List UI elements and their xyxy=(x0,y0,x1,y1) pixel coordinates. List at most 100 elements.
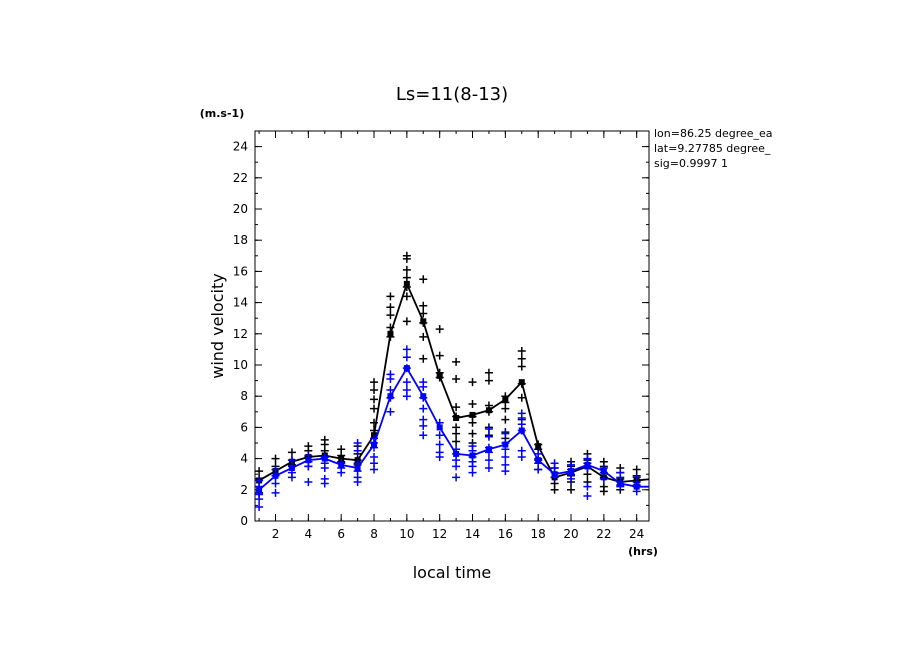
black-scatter-cross xyxy=(468,418,477,427)
blue-scatter-cross xyxy=(484,424,493,433)
black-scatter-cross xyxy=(370,385,379,394)
y-tick-label: 20 xyxy=(233,202,248,216)
black-scatter-cross xyxy=(402,292,411,301)
x-tick-label: 4 xyxy=(305,527,313,541)
black-mean-marker xyxy=(453,415,460,422)
blue-scatter-cross xyxy=(255,495,264,504)
blue-mean-marker xyxy=(551,471,558,478)
y-tick-label: 24 xyxy=(233,140,248,154)
y-tick-label: 2 xyxy=(240,483,248,497)
blue-scatter-cross xyxy=(452,462,461,471)
blue-scatter-cross xyxy=(468,468,477,477)
blue-mean-marker xyxy=(387,393,394,400)
black-scatter-cross xyxy=(386,311,395,320)
blue-mean-line xyxy=(258,366,649,491)
black-mean-marker xyxy=(535,443,542,450)
blue-scatter-cross xyxy=(419,431,428,440)
blue-scatter-cross xyxy=(255,502,264,511)
black-scatter-cross xyxy=(501,415,510,424)
black-scatter-cross xyxy=(419,301,428,310)
blue-scatter-cross xyxy=(501,453,510,462)
black-scatter-cross xyxy=(402,265,411,274)
blue-mean-marker xyxy=(420,393,427,400)
y-tick-label: 4 xyxy=(240,452,248,466)
blue-scatter-cross xyxy=(271,488,280,497)
y-tick-label: 0 xyxy=(240,514,248,528)
x-tick-label: 20 xyxy=(563,527,578,541)
blue-scatter-cross xyxy=(320,479,329,488)
plot-frame xyxy=(254,130,650,522)
blue-scatter-cross xyxy=(353,439,362,447)
x-tick-label: 10 xyxy=(399,527,414,541)
y-tick-label: 8 xyxy=(240,389,248,403)
blue-scatter-cross xyxy=(353,478,362,486)
black-scatter-cross xyxy=(419,332,428,341)
blue-scatter-cross xyxy=(517,453,526,462)
blue-mean-marker xyxy=(535,457,542,464)
info-line-lon: lon=86.25 degree_ea xyxy=(654,127,773,140)
blue-scatter-cross xyxy=(320,463,329,472)
blue-scatter-cross xyxy=(484,456,493,465)
black-scatter-cross xyxy=(271,454,280,463)
blue-scatter-cross xyxy=(501,467,510,476)
blue-scatter-cross xyxy=(386,375,395,384)
info-clip-mask xyxy=(780,128,904,172)
y-unit-label: (m.s-1) xyxy=(200,107,244,120)
black-scatter-cross xyxy=(287,448,296,457)
blue-mean-marker xyxy=(371,441,378,448)
black-mean-marker xyxy=(502,396,509,403)
black-mean-marker xyxy=(436,372,443,379)
blue-scatter-cross xyxy=(419,421,428,430)
blue-mean-marker xyxy=(502,441,509,448)
blue-scatter-cross xyxy=(402,392,411,401)
y-tick-label: 14 xyxy=(233,296,248,310)
y-tick-label: 12 xyxy=(233,327,248,341)
blue-scatter-cross xyxy=(534,465,543,474)
black-scatter-cross xyxy=(452,357,461,366)
x-tick-label: 2 xyxy=(272,527,280,541)
black-scatter-cross xyxy=(468,429,477,438)
blue-scatter-cross xyxy=(271,479,280,488)
blue-mean-marker xyxy=(272,472,279,479)
blue-scatter-cross xyxy=(484,432,493,441)
y-tick-label: 22 xyxy=(233,171,248,185)
black-scatter-cross xyxy=(419,275,428,284)
y-tick-label: 10 xyxy=(233,358,248,372)
blue-mean-marker xyxy=(617,480,624,487)
blue-scatter-cross xyxy=(435,453,444,462)
blue-scatter-cross xyxy=(353,446,362,455)
blue-mean-marker xyxy=(485,446,492,453)
black-scatter-cross xyxy=(517,346,526,355)
blue-mean-marker xyxy=(354,464,361,471)
blue-scatter-cross xyxy=(386,407,395,416)
black-scatter-cross xyxy=(452,429,461,438)
x-tick-label: 6 xyxy=(337,527,345,541)
blue-mean-marker xyxy=(469,452,476,459)
black-scatter-cross xyxy=(386,292,395,301)
blue-scatter-cross xyxy=(419,404,428,413)
blue-scatter-cross xyxy=(337,468,346,477)
black-scatter-cross xyxy=(386,303,395,312)
blue-mean-marker xyxy=(321,455,328,462)
y-tick-label: 6 xyxy=(240,420,248,434)
black-mean-marker xyxy=(518,379,525,386)
black-scatter-cross xyxy=(255,467,264,476)
black-mean-marker xyxy=(403,280,410,287)
x-tick-label: 14 xyxy=(465,527,480,541)
black-scatter-cross xyxy=(370,404,379,413)
blue-mean-marker xyxy=(338,461,345,468)
black-scatter-cross xyxy=(402,273,411,282)
black-scatter-cross xyxy=(402,254,411,263)
x-tick-label: 8 xyxy=(370,527,378,541)
black-mean-marker xyxy=(485,407,492,414)
blue-mean-marker xyxy=(256,486,263,493)
blue-scatter-cross xyxy=(402,378,411,387)
blue-scatter-cross xyxy=(402,353,411,362)
black-scatter-cross xyxy=(419,354,428,363)
black-scatter-cross xyxy=(370,378,379,387)
black-scatter-cross xyxy=(517,393,526,402)
blue-mean-marker xyxy=(600,468,607,475)
x-tick-label: 22 xyxy=(596,527,611,541)
